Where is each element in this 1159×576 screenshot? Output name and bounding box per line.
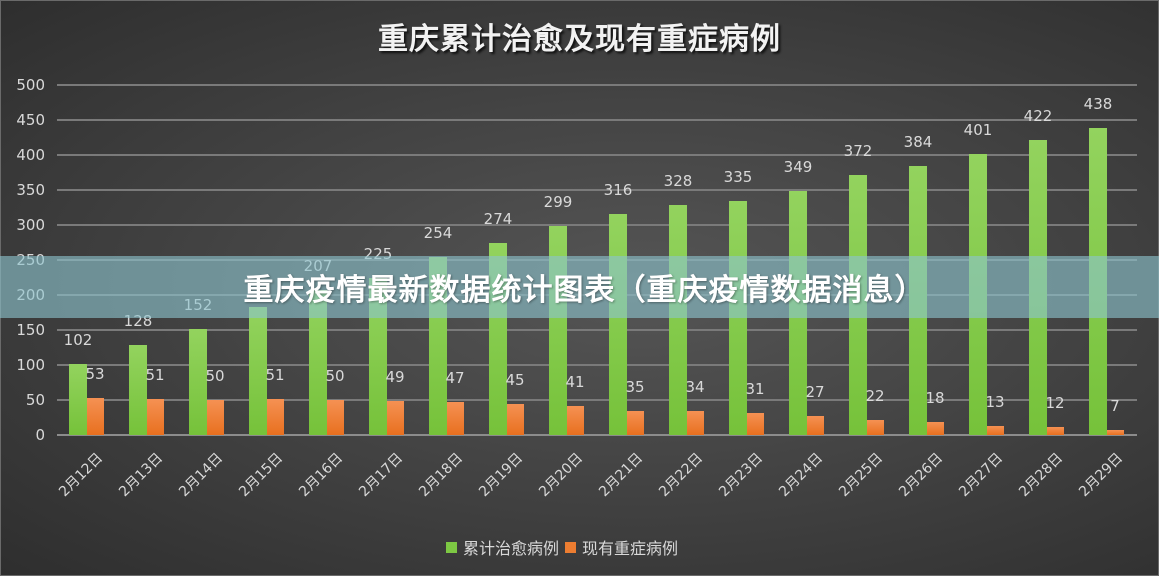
bar-severe[interactable]: [327, 400, 344, 435]
bar-cured[interactable]: [669, 205, 687, 435]
value-label-severe: 51: [145, 366, 165, 385]
value-label-severe: 49: [385, 367, 405, 386]
bar-severe[interactable]: [987, 425, 1004, 435]
legend: 累计治愈病例 现有重症病例: [446, 535, 684, 559]
bar-severe[interactable]: [807, 416, 824, 435]
value-label-severe: 51: [265, 366, 285, 385]
bar-severe[interactable]: [1047, 426, 1064, 435]
gridline: [57, 84, 1137, 86]
bar-severe[interactable]: [447, 402, 464, 435]
value-label-cured: 384: [903, 133, 933, 152]
legend-item-severe[interactable]: 现有重症病例: [565, 535, 678, 559]
value-label-severe: 35: [625, 377, 645, 396]
bar-severe[interactable]: [687, 411, 704, 435]
x-axis-line: [57, 434, 1137, 436]
value-label-severe: 50: [205, 367, 225, 385]
value-label-severe: 31: [745, 380, 765, 399]
gridline: [57, 399, 1137, 401]
bar-severe[interactable]: [867, 419, 884, 435]
bar-severe[interactable]: [627, 410, 644, 435]
bar-severe[interactable]: [207, 400, 224, 435]
value-label-cured: 328: [663, 172, 693, 191]
bar-severe[interactable]: [387, 400, 404, 435]
value-label-severe: 47: [445, 369, 465, 388]
bar-severe[interactable]: [267, 399, 284, 435]
value-label-cured: 316: [603, 180, 633, 199]
value-label-severe: 13: [985, 392, 1005, 411]
bar-cured[interactable]: [129, 345, 147, 435]
value-label-cured: 299: [543, 192, 573, 211]
legend-label-severe: 现有重症病例: [582, 539, 679, 558]
value-label-severe: 22: [865, 386, 885, 405]
orange-swatch-icon: [565, 541, 577, 553]
bar-cured[interactable]: [249, 306, 267, 435]
chart-title: 重庆累计治愈及现有重症病例: [378, 22, 781, 57]
bar-cured[interactable]: [609, 213, 627, 435]
gridline: [57, 119, 1137, 121]
value-label-cured: 254: [423, 224, 453, 243]
gridline: [57, 364, 1137, 366]
y-tick-label: 100: [16, 356, 45, 374]
y-tick-label: 300: [16, 216, 45, 234]
gridline: [57, 329, 1137, 331]
value-label-severe: 41: [565, 373, 585, 392]
bar-severe[interactable]: [927, 422, 944, 435]
gridline: [57, 224, 1137, 226]
y-tick-label: 500: [16, 76, 45, 94]
gridline: [57, 189, 1137, 191]
y-tick-label: 450: [16, 111, 45, 129]
value-label-cured: 401: [963, 121, 993, 140]
value-label-severe: 45: [505, 370, 525, 389]
value-label-severe: 53: [85, 364, 105, 383]
gridline: [57, 154, 1137, 156]
value-label-cured: 438: [1083, 95, 1113, 114]
value-label-cured: 372: [843, 141, 873, 160]
bar-cured[interactable]: [69, 363, 87, 435]
bar-cured[interactable]: [309, 290, 327, 435]
value-label-severe: 7: [1110, 397, 1120, 416]
bar-cured[interactable]: [189, 328, 207, 435]
value-label-severe: 27: [805, 383, 825, 402]
legend-item-cured[interactable]: 累计治愈病例: [446, 535, 559, 559]
value-label-cured: 422: [1023, 106, 1053, 125]
legend-label-cured: 累计治愈病例: [463, 539, 560, 558]
y-tick-label: 350: [16, 181, 45, 199]
watermark-banner: 重庆疫情最新数据统计图表（重庆疫情数据消息）: [0, 256, 1159, 318]
y-tick-label: 400: [16, 146, 45, 164]
bar-severe[interactable]: [147, 399, 164, 435]
bar-severe[interactable]: [1107, 430, 1124, 435]
y-tick-label: 150: [16, 321, 45, 339]
value-label-cured: 349: [783, 157, 813, 176]
bar-severe[interactable]: [747, 413, 764, 435]
y-tick-label: 0: [35, 426, 45, 444]
green-swatch-icon: [446, 541, 457, 553]
value-label-cured: 274: [483, 210, 513, 229]
value-label-severe: 12: [1045, 393, 1065, 412]
value-label-severe: 50: [325, 367, 345, 385]
bar-severe[interactable]: [507, 403, 524, 435]
bar-severe[interactable]: [87, 397, 104, 435]
value-label-severe: 18: [925, 389, 945, 408]
value-label-cured: 102: [63, 330, 93, 349]
value-label-severe: 34: [685, 378, 705, 397]
bar-severe[interactable]: [567, 406, 584, 435]
y-tick-label: 50: [25, 391, 45, 409]
banner-text: 重庆疫情最新数据统计图表（重庆疫情数据消息）: [243, 273, 926, 308]
value-label-cured: 335: [723, 167, 753, 186]
